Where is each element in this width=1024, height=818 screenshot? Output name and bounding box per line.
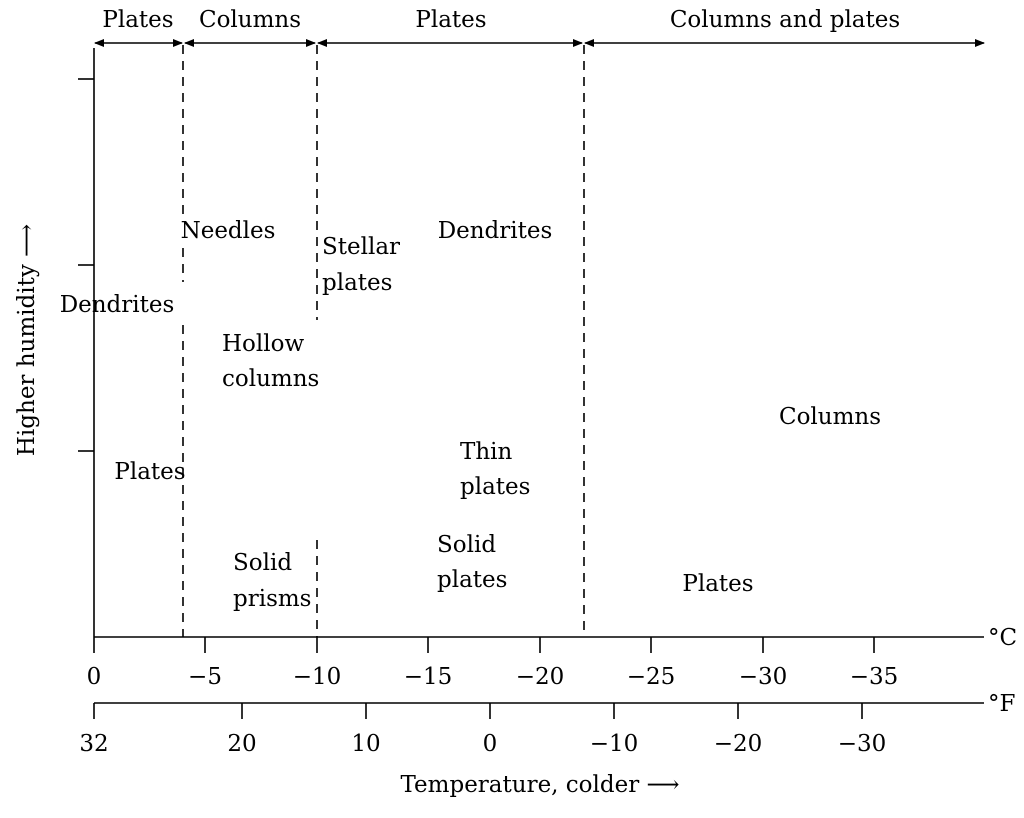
region-label-columns-right: Columns — [779, 404, 881, 430]
range-label-plates-1: Plates — [102, 7, 173, 33]
region-label-thin-plates-line2: plates — [460, 474, 530, 500]
region-label-needles: Needles — [181, 218, 276, 244]
celsius-tick-label: −10 — [293, 664, 342, 690]
fahrenheit-axis: 32 20 10 0 −10 −20 −30 °F — [79, 691, 1015, 757]
boundary-lines — [182, 45, 585, 637]
region-label-thin-plates-line1: Thin — [460, 439, 513, 465]
celsius-tick-label: −35 — [850, 664, 899, 690]
temperature-axis-label: Temperature, colder ⟶ — [401, 772, 680, 798]
celsius-tick-label: −20 — [516, 664, 565, 690]
range-label-columns: Columns — [199, 7, 301, 33]
region-label-stellar-plates-line1: Stellar — [322, 234, 400, 260]
celsius-tick-label: −30 — [739, 664, 788, 690]
region-label-hollow-columns-line1: Hollow — [222, 331, 304, 357]
region-label-hollow-columns-line2: columns — [222, 366, 319, 392]
fahrenheit-tick-label: −10 — [590, 731, 639, 757]
region-label-solid-prisms-line2: prisms — [233, 586, 312, 612]
celsius-tick-label: −15 — [404, 664, 453, 690]
range-label-plates-2: Plates — [415, 7, 486, 33]
region-label-dendrites-left: Dendrites — [60, 292, 175, 318]
region-label-solid-plates-line2: plates — [437, 567, 507, 593]
fahrenheit-tick-label: 10 — [351, 731, 380, 757]
fahrenheit-unit-label: °F — [988, 691, 1015, 717]
celsius-tick-label: −5 — [188, 664, 222, 690]
region-label-stellar-plates-line2: plates — [322, 270, 392, 296]
fahrenheit-tick-label: −30 — [838, 731, 887, 757]
humidity-axis: Higher humidity ⟶ — [14, 48, 95, 637]
region-label-solid-prisms-line1: Solid — [233, 550, 292, 576]
region-labels: Dendrites Plates Needles Hollow columns … — [60, 218, 881, 612]
celsius-unit-label: °C — [988, 625, 1017, 651]
range-label-columns-and-plates: Columns and plates — [670, 7, 900, 33]
region-label-plates-left: Plates — [114, 459, 185, 485]
fahrenheit-tick-label: −20 — [714, 731, 763, 757]
celsius-axis: 0 −5 −10 −15 −20 −25 −30 −35 °C — [87, 625, 1017, 690]
fahrenheit-tick-label: 20 — [227, 731, 256, 757]
fahrenheit-tick-label: 0 — [483, 731, 498, 757]
top-range-arrows: Plates Columns Plates Columns and plates — [94, 7, 985, 47]
region-label-dendrites-mid: Dendrites — [438, 218, 553, 244]
humidity-axis-label: Higher humidity ⟶ — [14, 224, 40, 456]
region-label-plates-right: Plates — [682, 571, 753, 597]
fahrenheit-tick-label: 32 — [79, 731, 108, 757]
region-label-solid-plates-line1: Solid — [437, 532, 496, 558]
celsius-tick-label: −25 — [627, 664, 676, 690]
celsius-tick-label: 0 — [87, 664, 102, 690]
